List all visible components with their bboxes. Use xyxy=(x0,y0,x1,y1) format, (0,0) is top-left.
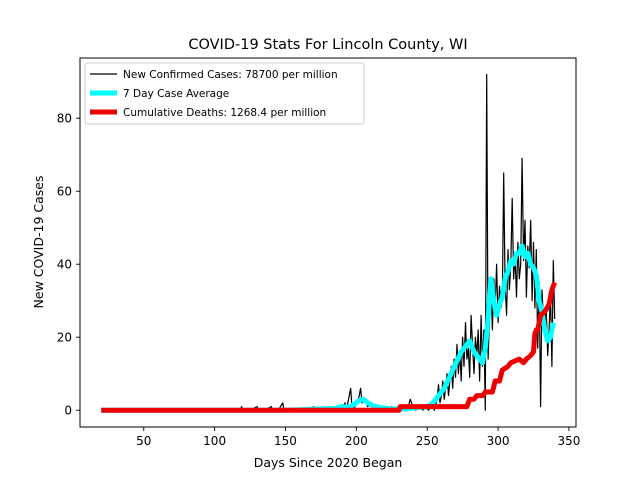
legend: New Confirmed Cases: 78700 per million 7 … xyxy=(84,62,365,125)
series-line-2 xyxy=(101,243,556,413)
series-line-3 xyxy=(101,281,558,413)
legend-label-2: 7 Day Case Average xyxy=(123,88,229,100)
series-layer xyxy=(101,73,558,413)
y-tick-label: 60 xyxy=(57,185,72,199)
x-tick-label: 250 xyxy=(416,434,439,448)
x-axis: 50 100 150 200 250 300 350 xyxy=(136,427,580,448)
legend-box xyxy=(84,62,365,125)
x-tick-label: 50 xyxy=(136,434,151,448)
y-axis: 0 20 40 60 80 xyxy=(57,112,80,418)
x-tick-label: 200 xyxy=(345,434,368,448)
x-axis-label: Days Since 2020 Began xyxy=(254,455,403,470)
legend-label-1: New Confirmed Cases: 78700 per million xyxy=(123,69,338,81)
chart-title: COVID-19 Stats For Lincoln County, WI xyxy=(188,37,467,53)
y-axis-label: New COVID-19 Cases xyxy=(31,176,46,309)
plot-area xyxy=(79,57,577,428)
legend-label-3: Cumulative Deaths: 1268.4 per million xyxy=(123,107,326,119)
plot-frame xyxy=(79,57,577,428)
x-tick-label: 350 xyxy=(557,434,580,448)
x-tick-label: 300 xyxy=(487,434,510,448)
y-tick-label: 80 xyxy=(57,112,72,126)
x-tick-label: 150 xyxy=(274,434,297,448)
y-tick-label: 40 xyxy=(57,258,72,272)
y-tick-label: 0 xyxy=(64,404,72,418)
y-tick-label: 20 xyxy=(57,331,72,345)
x-tick-label: 100 xyxy=(203,434,226,448)
